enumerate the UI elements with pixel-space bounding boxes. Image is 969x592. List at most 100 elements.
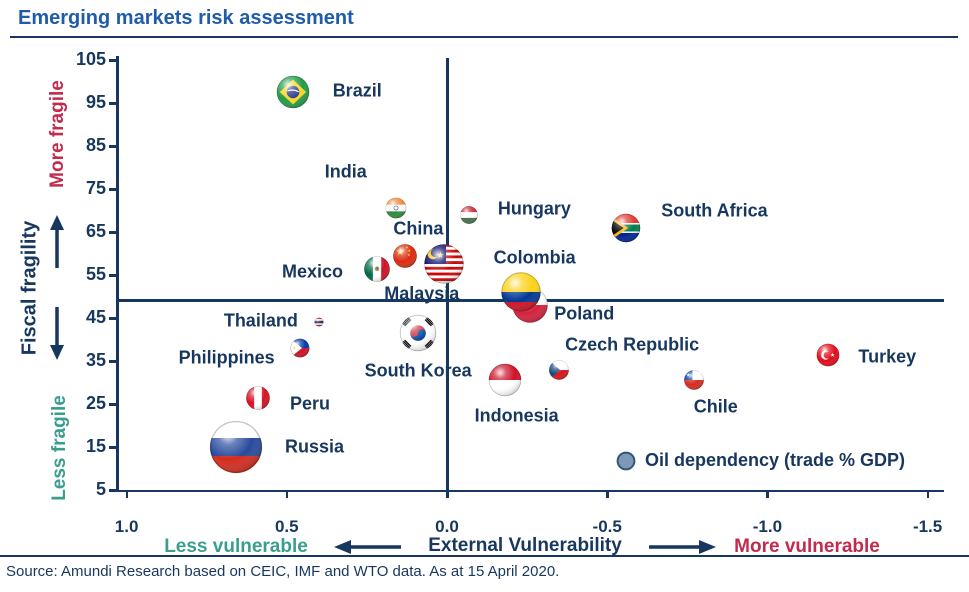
point-label-hungary: Hungary	[497, 198, 571, 219]
point-mexico	[363, 255, 390, 282]
y-tick	[109, 231, 118, 234]
point-colombia	[500, 272, 541, 312]
point-label-south-africa: South Africa	[661, 200, 768, 221]
x-tick-label: 0.5	[274, 517, 299, 536]
x-axis-right-annotation: More vulnerable	[734, 536, 880, 557]
x-axis-label: External Vulnerability	[428, 535, 622, 556]
source-divider	[0, 555, 969, 557]
y-tick-label: 65	[85, 221, 106, 242]
point-label-philippines: Philippines	[178, 347, 275, 368]
point-label-china: China	[393, 218, 444, 239]
point-peru	[246, 385, 270, 410]
x-tick	[285, 490, 289, 498]
point-label-chile: Chile	[693, 396, 738, 417]
point-czech	[549, 359, 569, 380]
chile-flag-icon	[683, 370, 704, 391]
x-tick	[606, 490, 609, 498]
point-russia	[209, 420, 262, 474]
point-india	[385, 198, 407, 219]
y-tick-label: 5	[95, 479, 106, 500]
y-tick	[109, 360, 118, 363]
y-tick	[109, 317, 118, 320]
peru-flag-icon	[246, 385, 270, 410]
point-label-india: India	[324, 161, 367, 182]
point-thailand	[314, 317, 324, 327]
y-tick	[109, 446, 118, 449]
point-label-colombia: Colombia	[493, 247, 576, 268]
brazil-flag-icon	[276, 75, 310, 109]
left-arrow-icon	[334, 540, 401, 554]
point-hungary	[460, 205, 479, 224]
point-label-mexico: Mexico	[281, 261, 344, 282]
y-tick	[109, 59, 118, 62]
chart-title: Emerging markets risk assessment	[18, 7, 354, 29]
x-tick	[926, 490, 930, 498]
point-label-russia: Russia	[285, 436, 345, 457]
india-flag-icon	[385, 198, 407, 219]
hungary-flag-icon	[460, 205, 479, 224]
point-label-turkey: Turkey	[858, 346, 917, 367]
malaysia-flag-icon	[424, 244, 464, 284]
right-arrow-icon	[649, 540, 716, 554]
y-tick-label: 35	[85, 350, 106, 371]
x-tick-label: 1.0	[114, 517, 139, 536]
legend-label: Oil dependency (trade % GDP)	[645, 450, 906, 470]
point-indonesia	[488, 364, 521, 397]
y-tick-label: 95	[85, 92, 106, 113]
y-tick-label: 105	[75, 49, 106, 70]
point-label-brazil: Brazil	[332, 80, 382, 101]
x-axis-left-annotation: Less vulnerable	[164, 536, 308, 557]
point-label-poland: Poland	[554, 303, 615, 324]
x-tick-label: 0.0	[435, 517, 459, 536]
indonesia-flag-icon	[488, 364, 521, 397]
south-korea-flag-icon	[399, 314, 437, 352]
point-south-korea	[399, 314, 437, 352]
point-philippines	[290, 338, 309, 358]
y-tick	[109, 274, 118, 277]
x-tick-label: -1.0	[752, 517, 783, 536]
czech-flag-icon	[549, 359, 569, 380]
point-label-indonesia: Indonesia	[474, 405, 559, 426]
x-tick	[446, 490, 449, 498]
x-tick	[766, 490, 769, 498]
title-underline	[10, 36, 958, 38]
x-tick-label: -0.5	[592, 517, 622, 536]
oil-dependency-circle-icon	[616, 451, 636, 470]
y-tick-label: 15	[85, 436, 106, 457]
philippines-flag-icon	[290, 338, 309, 358]
point-brazil	[276, 75, 310, 109]
up-arrow-icon	[50, 215, 64, 268]
y-tick	[109, 403, 118, 406]
point-label-thailand: Thailand	[223, 310, 298, 331]
colombia-flag-icon	[500, 272, 541, 312]
point-label-malaysia: Malaysia	[384, 283, 460, 304]
china-flag-icon	[393, 243, 418, 268]
x-tick	[125, 490, 129, 498]
point-china	[393, 243, 418, 268]
point-chile	[683, 370, 704, 391]
y-tick	[109, 489, 118, 492]
y-tick-label: 75	[85, 178, 106, 199]
y-axis-label: Fiscal fragility	[18, 220, 41, 356]
mexico-flag-icon	[363, 255, 390, 282]
south-africa-flag-icon	[612, 213, 641, 242]
x-axis-line	[116, 489, 944, 492]
legend: Oil dependency (trade % GDP)	[616, 450, 905, 471]
y-tick-label: 45	[85, 307, 106, 328]
thailand-flag-icon	[314, 317, 324, 327]
y-tick-label: 55	[85, 264, 106, 285]
y-tick	[109, 188, 118, 191]
y-tick-label: 25	[85, 393, 106, 414]
source-text: Source: Amundi Research based on CEIC, I…	[6, 563, 560, 580]
point-turkey	[816, 343, 840, 366]
y-tick-label: 85	[85, 135, 106, 156]
y-tick	[109, 102, 118, 105]
y-tick	[109, 145, 118, 148]
point-label-peru: Peru	[289, 393, 330, 414]
turkey-flag-icon	[816, 343, 840, 366]
point-label-south-korea: South Korea	[364, 360, 472, 381]
point-malaysia	[424, 244, 464, 284]
x-tick-label: -1.5	[912, 517, 943, 536]
point-label-czech: Czech Republic	[565, 334, 700, 355]
